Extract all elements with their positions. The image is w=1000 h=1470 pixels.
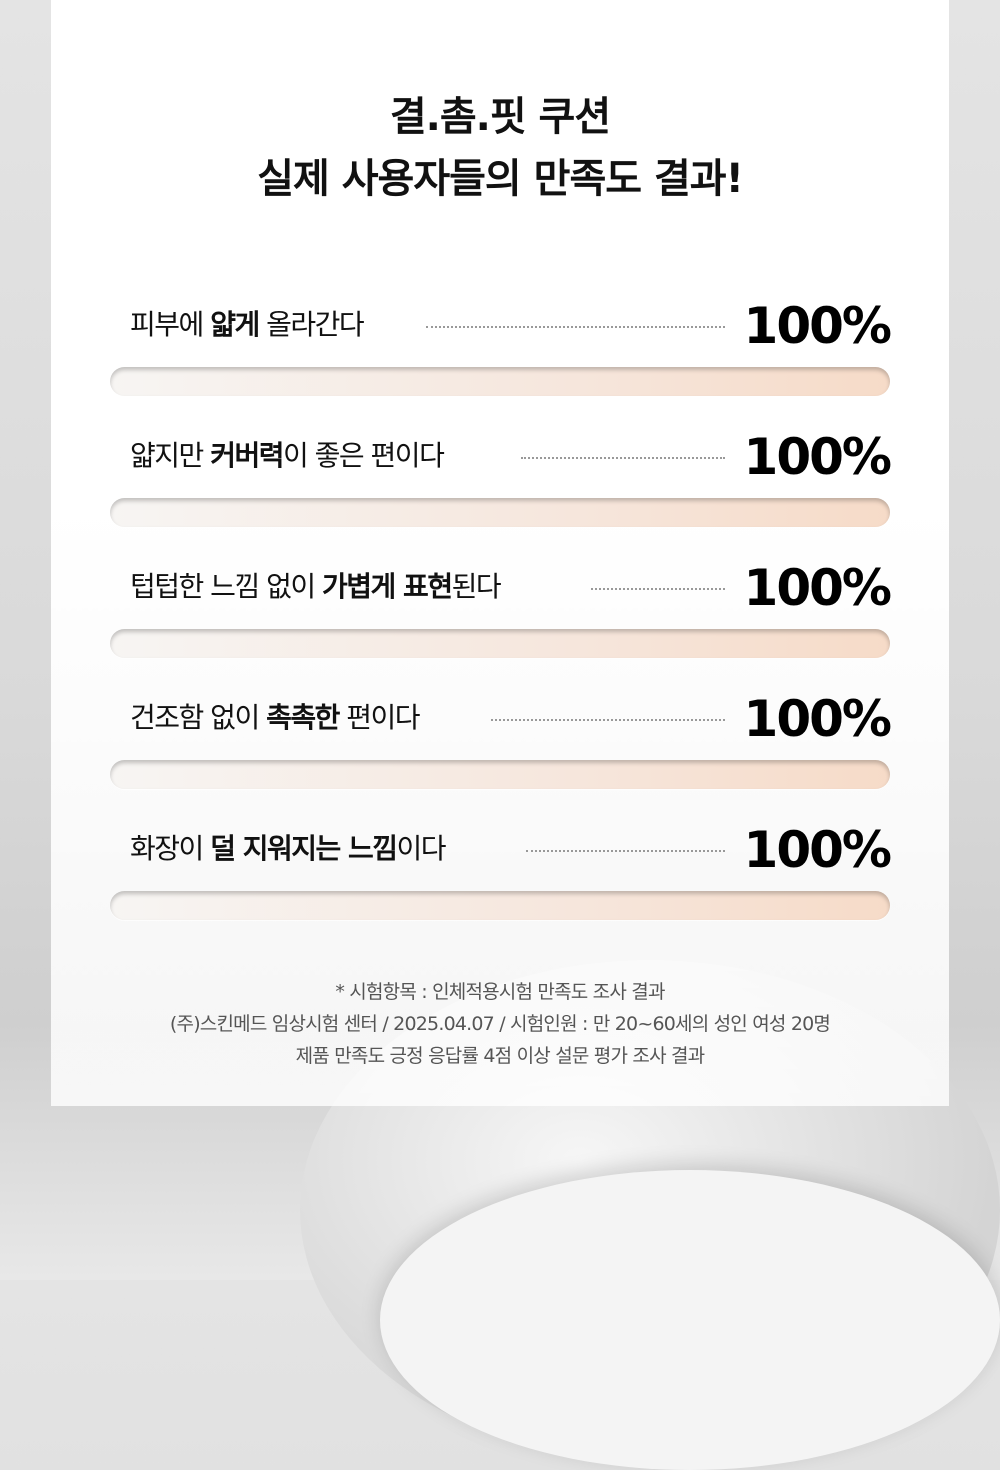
result-label: 화장이 덜 지워지는 느낌이다 [130,829,447,869]
footnote: * 시험항목 : 인체적용시험 만족도 조사 결과 (주)스킨메드 임상시험 센… [51,976,949,1072]
result-percent: 100% [743,428,892,486]
result-label: 얇지만 커버력이 좋은 편이다 [130,436,445,476]
dotted-leader [526,850,725,852]
result-bar [110,891,890,920]
label-text: 편이다 [338,701,420,734]
footnote-line: 제품 만족도 긍정 응답률 4점 이상 설문 평가 조사 결과 [295,1045,706,1067]
dotted-leader [426,326,725,328]
footnote-line: * 시험항목 : 인체적용시험 만족도 조사 결과 [335,981,665,1003]
dotted-leader [521,457,725,459]
results-card: 결.촘.핏 쿠션 실제 사용자들의 만족도 결과! 피부에 얇게 올라간다 10… [51,0,949,1106]
result-percent: 100% [743,297,892,355]
label-text: 화장이 [130,832,211,865]
label-text: 건조함 없이 [130,701,267,734]
label-text: 올라간다 [258,308,365,341]
label-text: 텁텁한 느낌 없이 [130,570,323,603]
label-bold: 얇게 [210,308,260,341]
label-text: 피부에 [130,308,211,341]
result-percent: 100% [743,559,892,617]
result-bar [110,760,890,789]
title-line-2: 실제 사용자들의 만족도 결과! [257,156,744,202]
result-label: 건조함 없이 촉촉한 편이다 [130,698,421,738]
label-text: 이다 [396,832,447,865]
label-bold: 촉촉한 [266,701,340,734]
result-percent: 100% [743,690,892,748]
label-bold: 가볍게 표현 [322,570,453,603]
label-text: 이 좋은 편이다 [282,439,445,472]
result-label: 피부에 얇게 올라간다 [130,305,365,345]
label-bold: 커버력 [210,439,284,472]
result-label: 텁텁한 느낌 없이 가볍게 표현된다 [130,567,502,607]
label-text: 얇지만 [130,439,211,472]
page-title: 결.촘.핏 쿠션 실제 사용자들의 만족도 결과! [51,86,949,210]
title-line-1: 결.촘.핏 쿠션 [389,94,611,140]
result-bar [110,629,890,658]
label-bold: 덜 지워지는 느낌 [210,832,398,865]
label-text: 된다 [451,570,502,603]
result-bar [110,367,890,396]
result-percent: 100% [743,821,892,879]
dotted-leader [491,719,725,721]
dotted-leader [591,588,725,590]
footnote-line: (주)스킨메드 임상시험 센터 / 2025.04.07 / 시험인원 : 만 … [169,1013,831,1035]
product-compact-image [380,1170,1000,1470]
result-bar [110,498,890,527]
